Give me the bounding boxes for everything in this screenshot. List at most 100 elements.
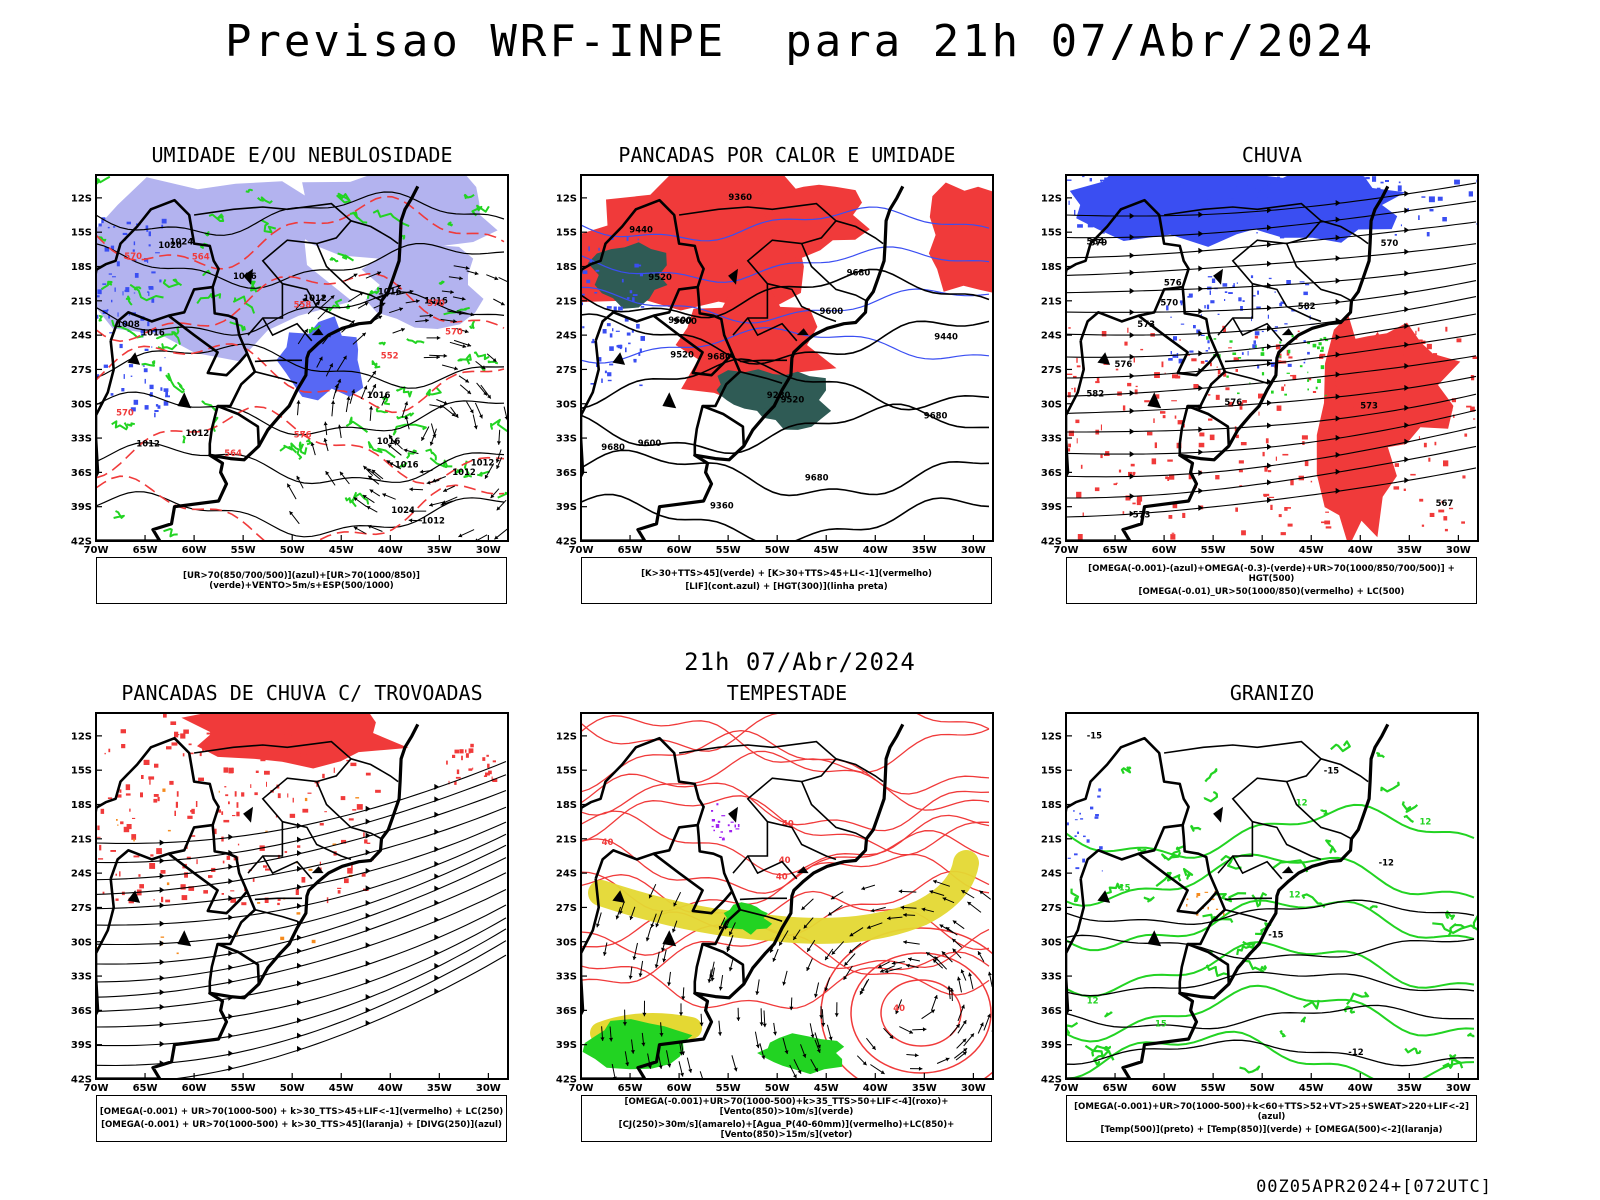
lake-marker xyxy=(127,890,141,903)
shaded-cell xyxy=(1348,196,1352,200)
shaded-cell xyxy=(1296,230,1299,234)
shaded-cell xyxy=(228,801,230,805)
shaded-cell xyxy=(590,383,595,385)
contour-line xyxy=(125,295,133,306)
wind-vector-head xyxy=(630,1050,635,1054)
shaded-cell xyxy=(96,314,99,319)
wind-vector-head xyxy=(733,1067,738,1072)
shaded-cell xyxy=(594,292,598,294)
shaded-cell xyxy=(1162,415,1166,419)
country-border xyxy=(1066,198,1190,342)
lon-tick-label: 65W xyxy=(133,1083,158,1094)
wind-vector-head xyxy=(367,524,372,529)
shaded-cell xyxy=(151,298,155,303)
shaded-cell xyxy=(1224,291,1228,293)
streamline-arrow xyxy=(1335,415,1341,422)
shaded-cell xyxy=(582,326,585,329)
lat-tick-label: 27S xyxy=(71,365,92,376)
wind-vector-head xyxy=(844,961,849,966)
shaded-cell xyxy=(1260,200,1263,204)
shaded-cell xyxy=(1320,349,1324,352)
streamline-arrow xyxy=(1267,479,1272,486)
wind-vector-head xyxy=(979,890,984,895)
lat-tick-label: 33S xyxy=(71,434,92,445)
country-border xyxy=(96,198,220,342)
shaded-cell xyxy=(1140,216,1142,219)
wind-vector-head xyxy=(861,886,866,891)
country-border xyxy=(581,198,705,342)
shaded-cell xyxy=(218,790,220,793)
wind-vector-head xyxy=(425,318,429,323)
shaded-cell xyxy=(1303,361,1306,364)
lake-marker xyxy=(243,268,253,285)
shaded-cell xyxy=(487,763,490,768)
wind-vector-head xyxy=(439,404,444,409)
shaded-cell xyxy=(1170,316,1172,318)
shaded-cell xyxy=(1134,389,1138,395)
shaded-cell xyxy=(224,743,227,749)
shaded-cell xyxy=(1317,379,1321,383)
shaded-cell xyxy=(132,249,135,252)
shaded-cell xyxy=(1376,443,1379,445)
wind-vector-head xyxy=(465,378,469,383)
shaded-cell xyxy=(737,824,740,828)
shaded-cell xyxy=(160,936,165,938)
shaded-cell xyxy=(287,793,289,798)
shaded-cell xyxy=(180,884,186,890)
shaded-cell xyxy=(1127,210,1129,213)
lon-tick-label: 30W xyxy=(961,1083,986,1094)
shaded-cell xyxy=(1247,350,1249,356)
shaded-cell xyxy=(1260,352,1265,356)
contour-label: 1012 xyxy=(452,468,476,478)
shaded-cell xyxy=(1426,343,1432,350)
shaded-cell xyxy=(1280,532,1286,536)
streamline-arrow xyxy=(1198,504,1204,511)
shaded-cell xyxy=(98,858,104,860)
streamline-arrow xyxy=(1267,497,1272,504)
shaded-cell xyxy=(1392,468,1395,475)
contour-label: 576 xyxy=(1115,360,1133,370)
map-layers xyxy=(96,713,508,1079)
wind-vector-head xyxy=(801,906,806,910)
wind-vector-head xyxy=(316,301,320,306)
shaded-cell xyxy=(195,801,198,807)
shaded-cell xyxy=(1068,327,1071,329)
shaded-cell xyxy=(102,283,107,285)
shaded-cell xyxy=(1324,520,1331,525)
contour-label: 570 xyxy=(116,409,134,419)
shaded-cell xyxy=(340,796,346,801)
shaded-cell xyxy=(214,828,217,835)
wind-vector-head xyxy=(814,993,818,998)
contour-label: 1016 xyxy=(395,460,419,470)
shaded-cell xyxy=(1398,354,1404,357)
shaded-cell xyxy=(147,258,149,263)
wind-vector-head xyxy=(878,964,883,968)
wind-vector-head xyxy=(887,916,891,921)
lon-tick-label: 50W xyxy=(1250,545,1275,556)
streamline-arrow xyxy=(1129,493,1135,500)
contour-line xyxy=(101,280,113,291)
streamline-arrow xyxy=(297,948,302,954)
wind-vector-head xyxy=(367,468,372,473)
lat-tick-label: 15S xyxy=(71,228,92,239)
lon-tick-label: 50W xyxy=(1250,1083,1275,1094)
contour-line xyxy=(1404,1047,1422,1055)
contour-line xyxy=(1091,1045,1111,1057)
shaded-cell xyxy=(107,226,110,229)
lon-tick-label: 70W xyxy=(569,545,594,556)
temperature-850-contour xyxy=(1066,1030,1475,1079)
shaded-cell xyxy=(1151,458,1157,465)
shaded-cell xyxy=(1224,299,1226,301)
shaded-cell xyxy=(365,772,371,776)
shaded-cell xyxy=(1307,388,1309,391)
shaded-cell xyxy=(242,722,248,724)
lon-tick-label: 55W xyxy=(716,1083,741,1094)
shaded-cell xyxy=(1207,906,1209,910)
panel-legend: [OMEGA(-0.001)+UR>70(1000-500)+k<60+TTS>… xyxy=(1066,1095,1477,1142)
lon-tick-label: 40W xyxy=(863,1083,888,1094)
shaded-cell xyxy=(1438,509,1445,513)
wind-vector-head xyxy=(659,1033,664,1037)
shaded-cell xyxy=(199,752,202,757)
shaded-cell xyxy=(1342,204,1344,208)
streamline-arrow xyxy=(1404,456,1410,463)
